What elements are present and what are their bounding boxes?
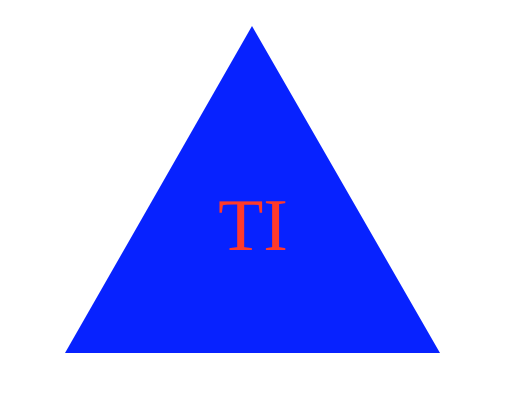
triangle-label: TI (218, 185, 288, 267)
blue-triangle (65, 26, 440, 353)
